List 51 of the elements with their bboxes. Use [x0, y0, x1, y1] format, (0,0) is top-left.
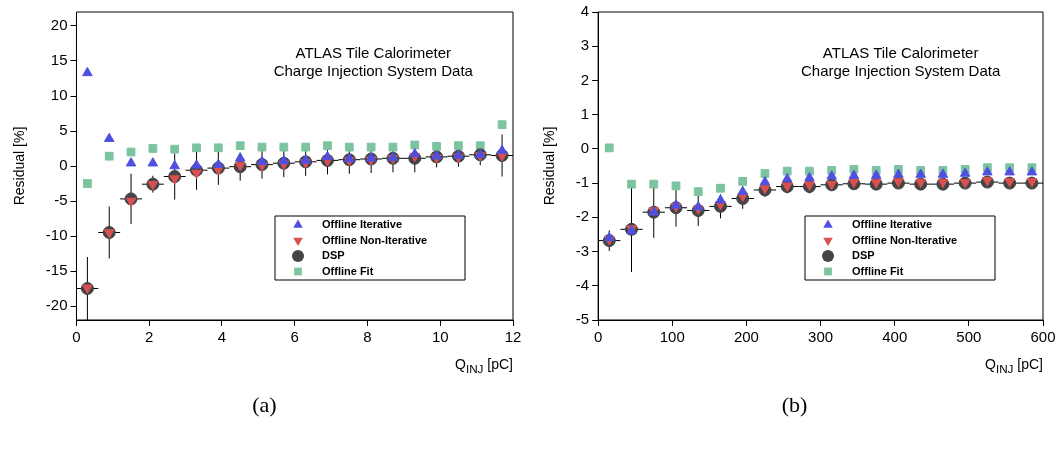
annotation: Charge Injection System Data	[801, 62, 1001, 79]
x-tick-label: 0	[72, 328, 81, 346]
text: (b)	[780, 392, 809, 418]
y-tick-label: 5	[59, 121, 68, 139]
x-tick-label: 2	[145, 328, 154, 346]
y-tick-label: 2	[580, 70, 590, 88]
x-axis-title: Q$_{INJ}$ [pC]	[985, 356, 1043, 375]
y-tick-label: -1	[575, 173, 590, 191]
y-axis-title: Residual [%]	[11, 126, 28, 206]
y-tick-label: -5	[54, 191, 68, 209]
x-tick-label: 12	[504, 328, 522, 346]
y-tick-label: -3	[575, 241, 590, 259]
legend-label: Offline Non-Iterative	[322, 233, 428, 246]
x-tick-label: 600	[1030, 328, 1056, 346]
x-tick-label: 10	[431, 328, 449, 346]
y-tick-label: 3	[580, 36, 590, 54]
y-tick-label: -2	[575, 207, 590, 225]
x-tick-label: 8	[363, 328, 372, 346]
y-tick-label: 4	[580, 2, 590, 20]
text: (a)	[251, 392, 278, 418]
x-tick-label: 100	[659, 328, 685, 346]
annotation: ATLAS Tile Calorimeter	[295, 44, 452, 61]
y-tick-label: -10	[45, 226, 68, 244]
x-tick-label: 300	[808, 328, 834, 346]
y-tick-label: 15	[50, 51, 68, 69]
legend-label: DSP	[852, 249, 875, 262]
x-tick-label: 4	[217, 328, 227, 346]
annotation: Charge Injection System Data	[273, 62, 474, 79]
legend-label: Offline Fit	[322, 264, 374, 277]
y-tick-label: 0	[59, 156, 68, 174]
y-tick-label: -15	[45, 261, 68, 279]
x-tick-label: 200	[733, 328, 759, 346]
legend-label: Offline Non-Iterative	[852, 233, 958, 246]
x-axis-title: Q$_{INJ}$ [pC]	[455, 356, 513, 375]
y-tick-label: 1	[580, 104, 590, 122]
y-tick-label: 20	[50, 16, 68, 34]
legend-label: Offline Iterative	[852, 218, 933, 231]
y-tick-label: 10	[50, 86, 68, 104]
legend-label: Offline Fit	[852, 264, 904, 277]
x-tick-label: 500	[956, 328, 982, 346]
y-tick-label: 0	[580, 139, 590, 157]
y-tick-label: -5	[575, 310, 590, 328]
x-tick-label: 400	[882, 328, 908, 346]
x-tick-label: 6	[290, 328, 299, 346]
legend-label: Offline Iterative	[322, 218, 403, 231]
x-tick-label: 0	[593, 328, 603, 346]
y-tick-label: -4	[575, 275, 590, 293]
y-axis-title: Residual [%]	[541, 126, 558, 206]
y-tick-label: -20	[45, 296, 68, 314]
annotation: ATLAS Tile Calorimeter	[822, 44, 979, 61]
legend-label: DSP	[322, 249, 345, 262]
